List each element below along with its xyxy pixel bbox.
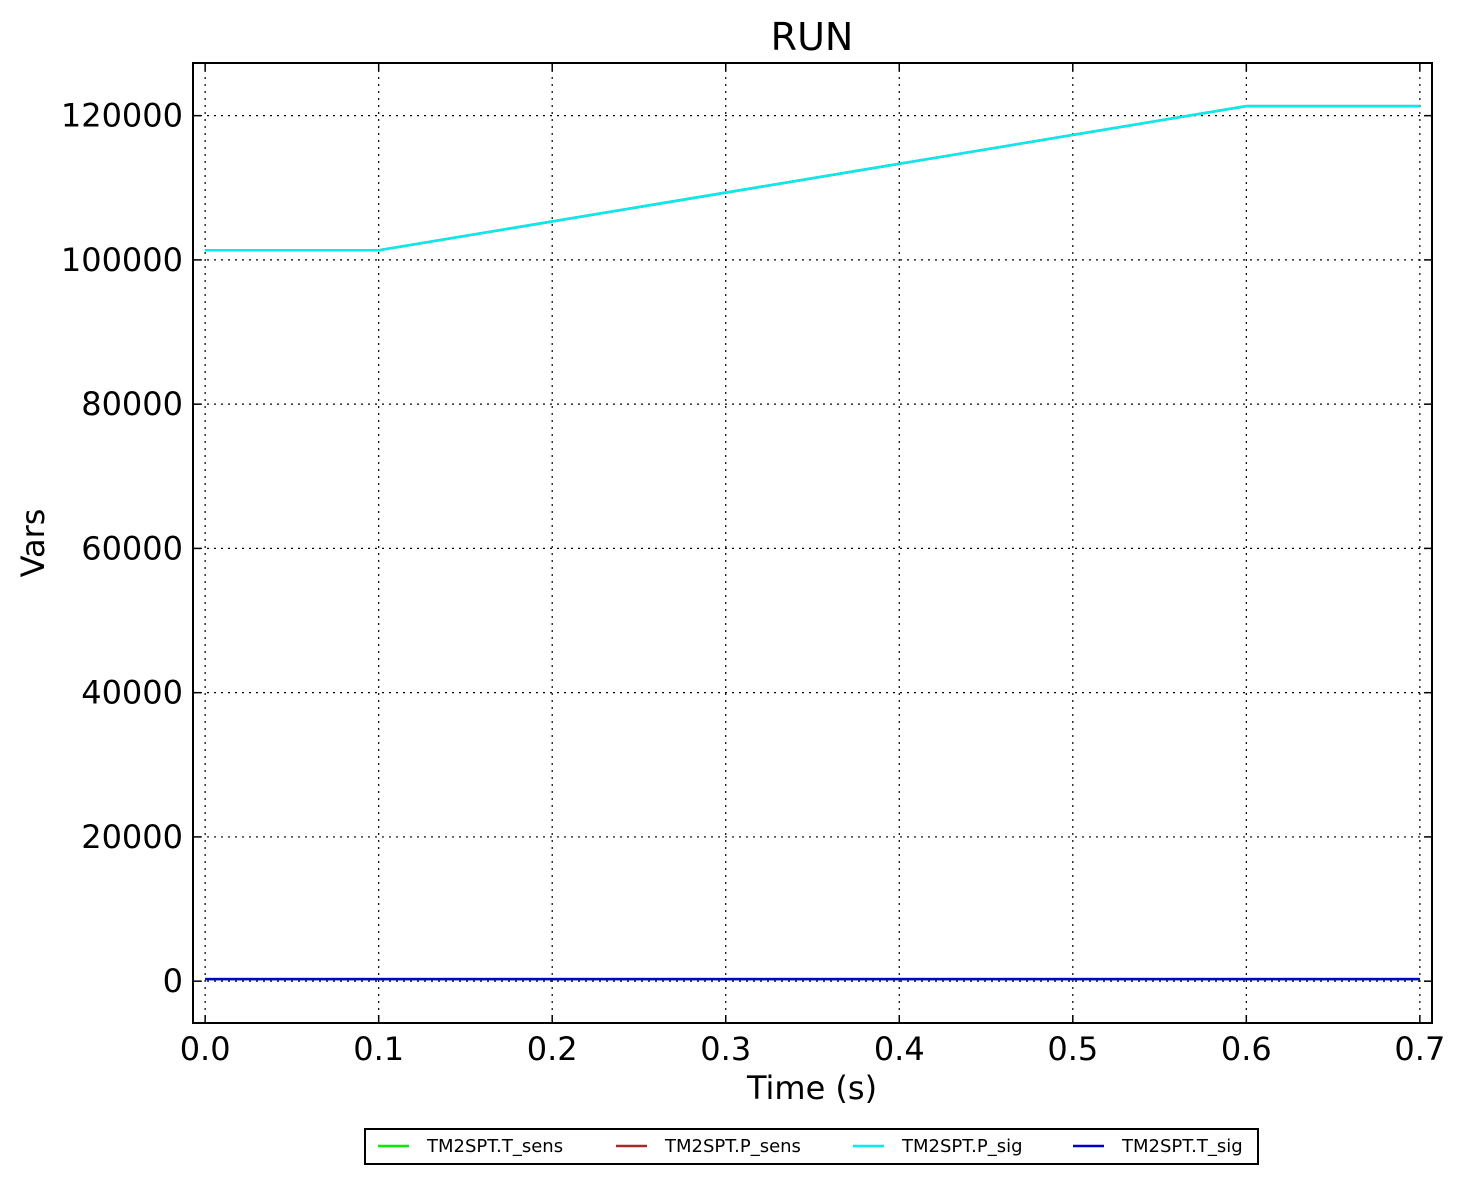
series-lines bbox=[205, 104, 1420, 981]
chart-title: RUN bbox=[771, 15, 854, 59]
axis-ticks: 0.0 0.1 0.2 0.3 0.4 0.5 0.6 0.7 0 20000 40000 60000… bbox=[61, 63, 1445, 1068]
y-tick-label: 60000 bbox=[81, 529, 183, 567]
series-line-3 bbox=[205, 104, 1420, 252]
grid bbox=[193, 63, 1432, 1023]
y-tick-label: 40000 bbox=[81, 674, 183, 712]
y-axis-label: Vars bbox=[14, 509, 52, 578]
legend-label: TM2SPT.P_sens bbox=[664, 1136, 801, 1157]
x-tick-label: 0.5 bbox=[1047, 1030, 1098, 1068]
y-tick-label: 0 bbox=[163, 962, 183, 1000]
y-tick-label: 100000 bbox=[61, 241, 183, 279]
plot-frame bbox=[192, 62, 1433, 1024]
x-tick-label: 0.3 bbox=[700, 1030, 751, 1068]
y-tick-label: 80000 bbox=[81, 385, 183, 423]
legend-label: TM2SPT.T_sens bbox=[426, 1136, 563, 1157]
x-tick-label: 0.7 bbox=[1394, 1030, 1445, 1068]
x-tick-label: 0.1 bbox=[353, 1030, 404, 1068]
x-tick-label: 0.2 bbox=[527, 1030, 578, 1068]
legend-label: TM2SPT.T_sig bbox=[1121, 1136, 1243, 1157]
x-tick-label: 0.6 bbox=[1221, 1030, 1272, 1068]
x-tick-label: 0.4 bbox=[874, 1030, 925, 1068]
x-axis-label: Time (s) bbox=[746, 1069, 877, 1107]
y-tick-label: 120000 bbox=[61, 97, 183, 135]
y-tick-label: 20000 bbox=[81, 818, 183, 856]
legend-label: TM2SPT.P_sig bbox=[901, 1136, 1023, 1157]
legend-frame bbox=[364, 1128, 1259, 1165]
x-tick-label: 0.0 bbox=[180, 1030, 231, 1068]
legend: TM2SPT.T_sens TM2SPT.P_sens TM2SPT.P_sig TM… bbox=[364, 1128, 1259, 1165]
